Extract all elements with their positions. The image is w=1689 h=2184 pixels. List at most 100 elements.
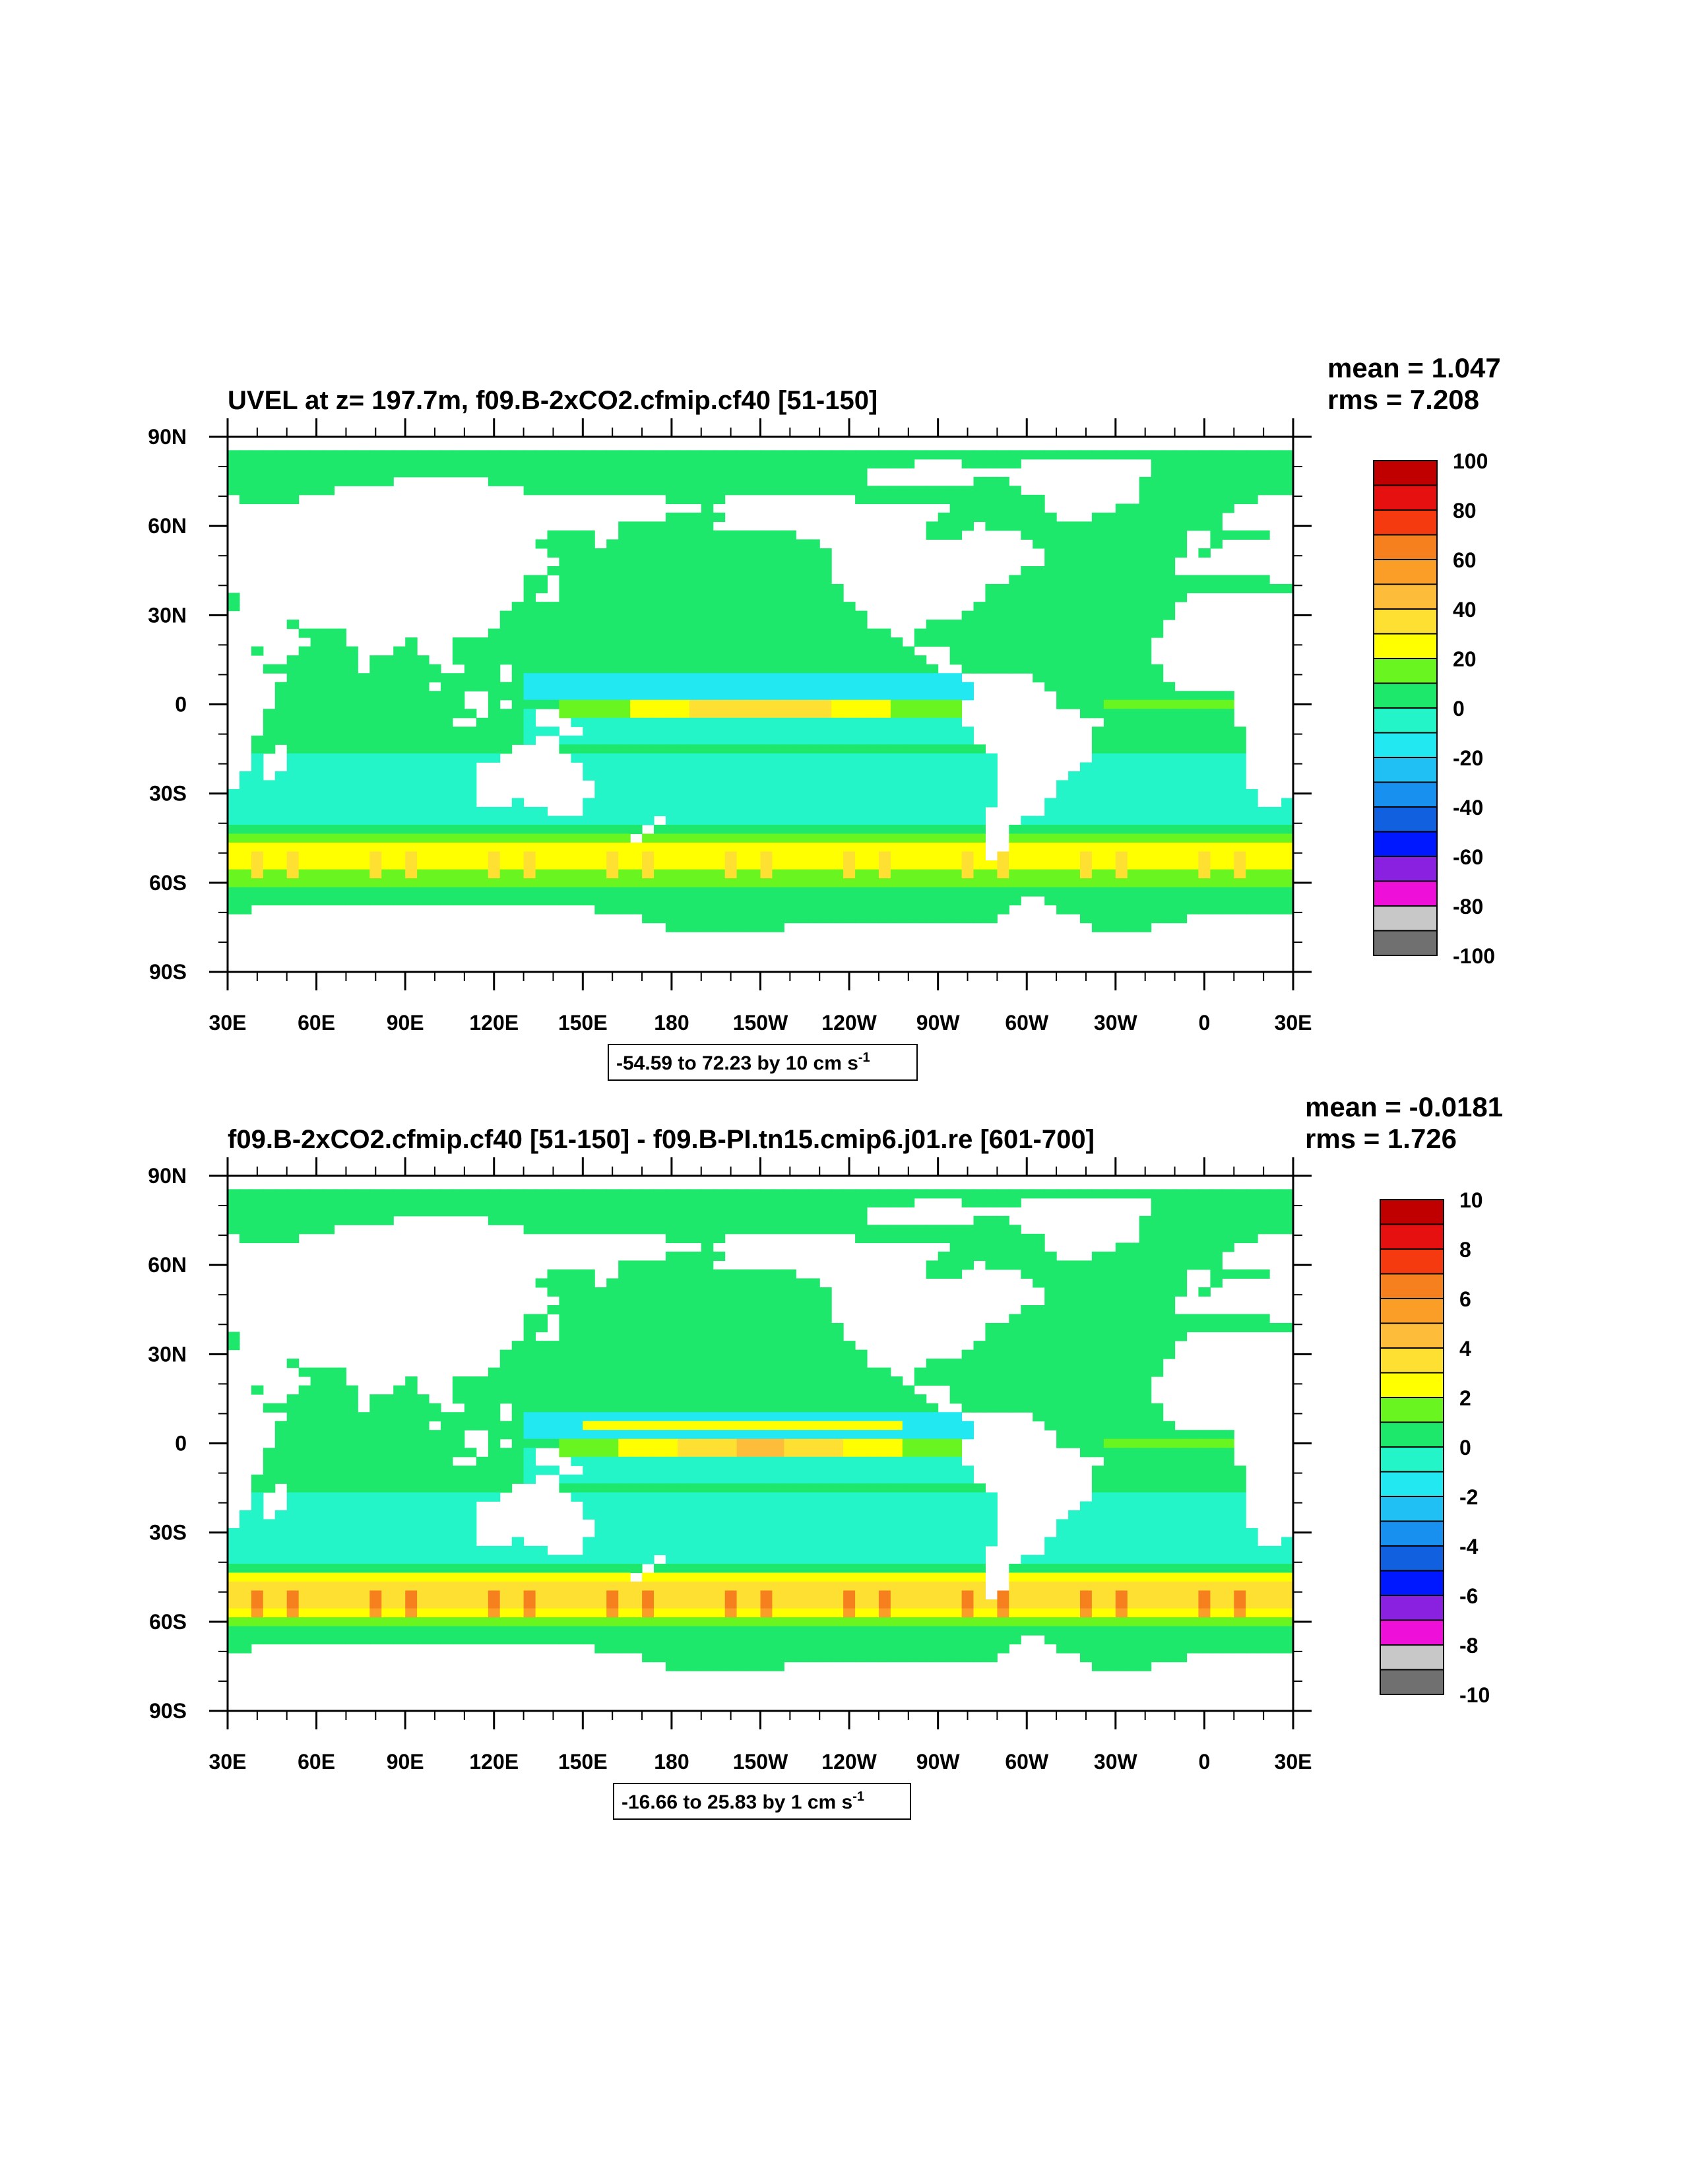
field-cell <box>334 691 346 701</box>
field-cell <box>1091 682 1104 691</box>
field-cell <box>677 1359 690 1368</box>
field-cell <box>441 798 453 808</box>
field-cell <box>724 1332 738 1341</box>
field-cell <box>358 691 370 701</box>
field-cell <box>263 664 276 674</box>
field-cell <box>1009 1260 1021 1270</box>
field-cell <box>677 664 690 674</box>
field-cell <box>571 1269 583 1279</box>
field-cell <box>831 1198 844 1207</box>
field-cell <box>878 887 891 897</box>
field-cell <box>476 878 489 888</box>
field-cell <box>784 905 796 915</box>
field-cell <box>1163 1242 1176 1252</box>
field-cell <box>417 887 430 897</box>
field-cell <box>760 1215 773 1225</box>
field-cell <box>677 1341 690 1351</box>
field-cell <box>760 682 773 691</box>
field-cell <box>784 1269 796 1279</box>
field-cell <box>796 1349 808 1359</box>
field-cell <box>1234 816 1246 825</box>
field-cell <box>819 771 832 781</box>
field-cell <box>1210 1198 1223 1207</box>
field-cell <box>819 584 832 594</box>
x-tick-label: 150W <box>733 1011 788 1035</box>
field-cell <box>1210 726 1223 736</box>
field-cell <box>594 780 607 790</box>
field-cell <box>239 1207 252 1217</box>
field-cell <box>808 628 820 638</box>
field-cell <box>760 762 773 772</box>
field-cell <box>665 1251 678 1261</box>
field-cell <box>476 1207 489 1217</box>
field-cell <box>654 1403 666 1413</box>
field-cell <box>1091 539 1104 549</box>
field-cell <box>452 673 465 683</box>
field-cell <box>1033 1278 1045 1288</box>
field-cell <box>286 825 300 835</box>
field-cell <box>784 806 796 816</box>
field-cell <box>583 1421 595 1430</box>
field-cell <box>689 673 702 683</box>
field-cell <box>701 843 714 852</box>
field-cell <box>772 1305 784 1315</box>
field-cell <box>867 762 879 772</box>
field-cell <box>1174 468 1188 478</box>
field-cell <box>949 620 963 629</box>
field-cell <box>808 557 820 567</box>
field-cell <box>808 673 820 683</box>
field-cell <box>1127 753 1140 763</box>
field-cell <box>926 709 939 719</box>
field-cell <box>322 1189 335 1199</box>
field-cell <box>1222 476 1234 486</box>
field-cell <box>263 1207 276 1217</box>
field-cell <box>1151 468 1164 478</box>
field-cell <box>476 450 489 460</box>
field-cell <box>511 860 525 870</box>
field-cell <box>547 1189 559 1199</box>
field-cell <box>748 887 761 897</box>
field-cell <box>1056 628 1069 638</box>
field-cell <box>689 584 702 594</box>
field-cell <box>1139 771 1152 781</box>
field-cell <box>1222 762 1234 772</box>
field-cell <box>689 788 702 798</box>
field-cell <box>346 806 358 816</box>
field-cell <box>310 691 323 701</box>
field-cell <box>736 476 749 486</box>
field-cell <box>535 896 548 906</box>
field-cell <box>1151 530 1164 540</box>
field-cell <box>441 459 453 468</box>
field-cell <box>1174 726 1188 736</box>
field-cell <box>724 682 738 691</box>
field-cell <box>1080 620 1093 629</box>
field-cell <box>1174 539 1188 549</box>
field-cell <box>1091 753 1104 763</box>
field-cell <box>831 788 844 798</box>
field-cell <box>1103 655 1116 665</box>
field-cell <box>831 610 844 620</box>
field-cell <box>298 1430 311 1440</box>
field-cell <box>867 486 879 496</box>
field-cell <box>1044 1376 1057 1386</box>
field-cell <box>784 1207 796 1217</box>
field-cell <box>677 806 690 816</box>
field-cell <box>583 593 595 602</box>
field-cell <box>583 557 595 567</box>
field-cell <box>985 1260 998 1270</box>
field-cell <box>926 1421 939 1430</box>
field-cell <box>701 584 714 594</box>
field-cell <box>618 548 631 558</box>
field-cell <box>1103 1412 1116 1422</box>
field-cell <box>1198 512 1211 522</box>
field-cell <box>606 539 619 549</box>
field-cell <box>1044 655 1057 665</box>
field-cell <box>736 1296 749 1306</box>
field-cell <box>1163 816 1176 825</box>
field-cell <box>665 1269 678 1279</box>
x-axis: 30E 60E 90E 120E 150E 180 150W 120W 90W 60W 30W 0 30… <box>209 418 1312 1035</box>
field-cell <box>358 788 370 798</box>
field-cell <box>902 673 915 683</box>
field-cell <box>334 806 346 816</box>
field-cell <box>1174 860 1188 870</box>
